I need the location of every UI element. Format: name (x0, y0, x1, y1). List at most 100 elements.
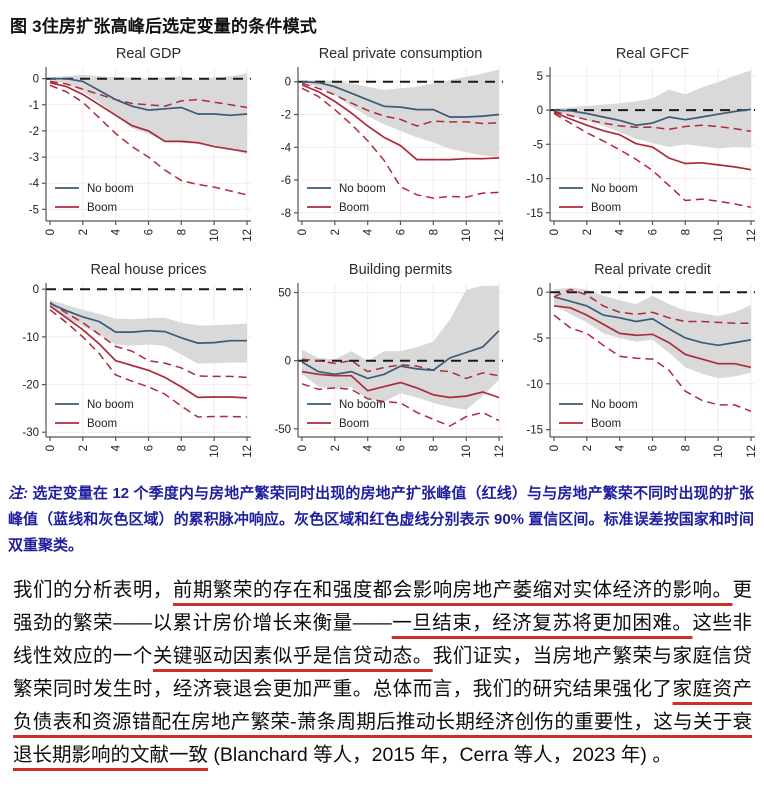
svg-text:12: 12 (494, 445, 506, 458)
svg-text:-30: -30 (22, 427, 39, 439)
svg-text:0: 0 (285, 77, 291, 89)
svg-text:-3: -3 (29, 152, 39, 164)
boom-ci-lower-line (49, 309, 248, 418)
text-run: (Blanchard 等人，2015 年，Cerra 等人，2023 年) 。 (208, 744, 672, 767)
svg-text:-5: -5 (29, 204, 39, 216)
boom-line (301, 370, 500, 399)
svg-text:8: 8 (176, 229, 188, 235)
chart-real-gfcf: 5 0 -5 -10 -15 0 2 4 6 8 10 12 No boom Boom Real GFCF (512, 43, 762, 255)
boom-ci-lower-line (301, 383, 500, 427)
boom-ci-upper-line (553, 110, 752, 133)
no-boom-confidence-band (302, 285, 499, 410)
svg-text:2: 2 (330, 229, 342, 235)
chart-title: Real GFCF (616, 46, 689, 62)
svg-text:-6: -6 (281, 175, 291, 187)
underlined-text-run: 家庭资产负债表和资源错配在房地产繁荣-萧条周期后推动长期经济创伤的重要性，这与关… (13, 678, 752, 767)
svg-text:-4: -4 (281, 142, 292, 154)
svg-text:0: 0 (45, 445, 57, 451)
no-boom-confidence-band (302, 69, 499, 158)
svg-text:10: 10 (209, 229, 221, 242)
no-boom-confidence-band (50, 299, 247, 364)
legend-no-boom-label: No boom (591, 183, 638, 195)
svg-text:2: 2 (582, 445, 594, 451)
legend-no-boom-label: No boom (87, 183, 134, 195)
boom-ci-upper-line (553, 288, 751, 325)
no-boom-line (49, 302, 247, 344)
chart-title: Real private consumption (319, 46, 483, 62)
legend-boom-label: Boom (591, 202, 621, 214)
svg-text:4: 4 (363, 444, 375, 451)
text-run: 这些非线性效应的一个 (13, 612, 752, 668)
underlined-text-run: 关键驱动因素似乎是信贷动态。 (152, 645, 433, 668)
svg-text:0: 0 (297, 445, 309, 451)
svg-text:-8: -8 (281, 208, 291, 220)
text-run: 我们证实，当房地产繁荣与家庭信贷繁荣同时发生时，经济衰退会更加严重。总体而言，我… (13, 645, 752, 701)
no-boom-line (553, 295, 752, 347)
figure-title: 图 3住房扩张高峰后选定变量的条件模式 (10, 17, 317, 36)
legend-no-boom-label: No boom (591, 399, 638, 411)
underlined-text-run: 一旦结束，经济复苏将更加困难。 (391, 612, 693, 635)
svg-text:-5: -5 (533, 333, 543, 345)
svg-text:4: 4 (363, 228, 375, 235)
boom-ci-lower-line (301, 87, 500, 199)
underlined-text-run: 前期繁荣的存在和强度都会影响房地产萎缩对实体经济的影响。 (172, 579, 733, 602)
boom-line (49, 81, 248, 153)
svg-text:12: 12 (746, 229, 758, 242)
figure-charts-grid: 0 -1 -2 -3 -4 -5 0 2 4 6 8 10 12 No boom Boom Real GDP … (0, 39, 764, 471)
svg-text:8: 8 (680, 445, 692, 451)
svg-text:0: 0 (33, 74, 39, 86)
svg-text:-15: -15 (526, 208, 543, 220)
svg-text:4: 4 (111, 228, 123, 235)
legend-boom-label: Boom (591, 418, 621, 430)
svg-text:0: 0 (285, 356, 291, 368)
text-run: 更强劲的繁荣——以累计房价增长来衡量—— (13, 579, 752, 635)
svg-text:-2: -2 (281, 110, 291, 122)
boom-line (553, 305, 752, 369)
chart-title: Real house prices (90, 262, 206, 278)
svg-text:-20: -20 (22, 380, 39, 392)
chart-real-private-consumption: 0 -2 -4 -6 -8 0 2 4 6 8 10 12 No boom Boom Real privat… (260, 43, 510, 255)
no-boom-line (301, 330, 500, 380)
chart-real-gdp: 0 -1 -2 -3 -4 -5 0 2 4 6 8 10 12 No boom Boom Real GDP (8, 43, 258, 255)
svg-text:8: 8 (680, 229, 692, 235)
svg-text:12: 12 (242, 445, 254, 458)
svg-text:10: 10 (461, 445, 473, 458)
svg-text:2: 2 (78, 445, 90, 451)
svg-text:12: 12 (494, 229, 506, 242)
svg-text:0: 0 (45, 229, 57, 235)
no-boom-confidence-band (50, 73, 247, 155)
svg-text:10: 10 (713, 445, 725, 458)
boom-line (301, 84, 500, 161)
svg-text:6: 6 (648, 229, 660, 235)
svg-text:10: 10 (209, 445, 221, 458)
figure-note: 注: 选定变量在 12 个季度内与房地产繁荣同时出现的房地产扩张峰值（红线）与与… (8, 481, 754, 558)
boom-line (553, 111, 752, 171)
boom-line (49, 305, 248, 399)
chart-real-house-prices: 0 -10 -20 -30 0 2 4 6 8 10 12 No boom Boom Real house… (8, 259, 258, 471)
svg-text:8: 8 (428, 229, 440, 235)
legend-no-boom-label: No boom (339, 399, 386, 411)
svg-text:50: 50 (278, 288, 291, 300)
svg-text:0: 0 (33, 284, 39, 296)
no-boom-line (50, 77, 248, 117)
svg-text:4: 4 (615, 228, 627, 235)
chart-real-private-credit: 0 -5 -10 -15 0 2 4 6 8 10 12 No boom Boom Real privat… (512, 259, 762, 471)
no-boom-line (553, 108, 752, 127)
svg-text:-15: -15 (526, 425, 543, 437)
legend-boom-label: Boom (87, 418, 117, 430)
svg-text:6: 6 (144, 445, 156, 451)
svg-text:-10: -10 (526, 174, 543, 186)
svg-text:4: 4 (111, 444, 123, 451)
svg-text:-1: -1 (29, 100, 39, 112)
svg-text:-4: -4 (29, 178, 40, 190)
figure-note-text: 选定变量在 12 个季度内与房地产繁荣同时出现的房地产扩张峰值（红线）与与房地产… (8, 485, 754, 554)
boom-ci-upper-line (301, 358, 500, 380)
svg-text:6: 6 (396, 229, 408, 235)
svg-text:-10: -10 (22, 332, 39, 344)
svg-text:10: 10 (713, 229, 725, 242)
svg-text:-2: -2 (29, 126, 39, 138)
boom-ci-lower-line (553, 314, 752, 412)
svg-text:6: 6 (144, 229, 156, 235)
svg-text:0: 0 (537, 287, 543, 299)
svg-text:0: 0 (549, 229, 561, 235)
